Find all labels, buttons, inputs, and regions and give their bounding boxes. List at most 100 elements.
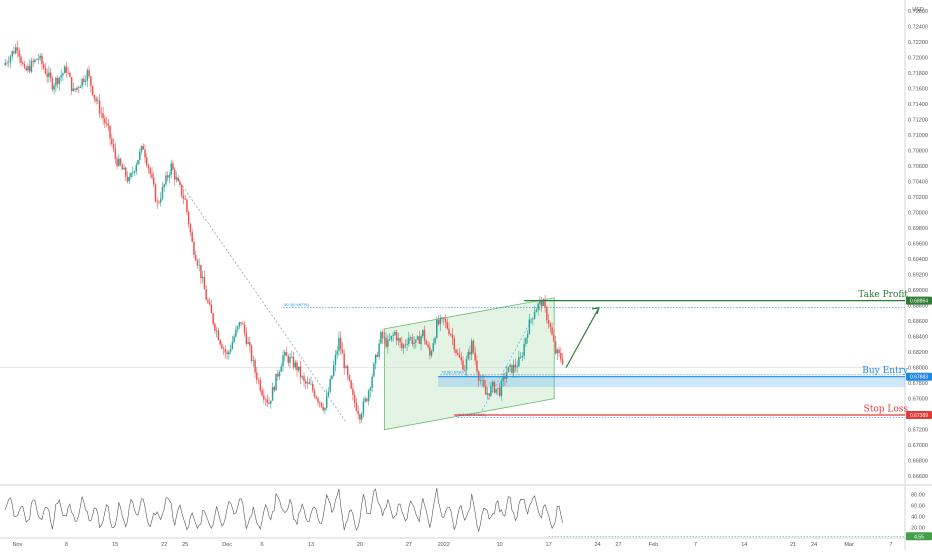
price-tag-bg [906, 296, 932, 305]
candle-body [402, 344, 405, 349]
price-tick-label: 0.69600 [908, 242, 928, 248]
candle-body [310, 383, 312, 385]
candle-body [493, 381, 496, 393]
candle-body [4, 62, 6, 66]
candle-body [292, 356, 295, 368]
price-tick-label: 0.67200 [908, 428, 928, 434]
candle-body [476, 360, 478, 372]
candle-body [250, 346, 253, 361]
candle-body [168, 174, 171, 178]
candle-body [144, 149, 146, 158]
candle-body [523, 343, 525, 356]
candle-body [339, 337, 342, 350]
candle-body [107, 123, 110, 126]
fib-level-label: 78.6(0.67907) [441, 369, 467, 374]
candle-body [126, 176, 129, 182]
candle-body [425, 340, 428, 345]
candle-body [170, 163, 172, 175]
date-tick-label: 25 [182, 542, 188, 548]
candle-body [16, 47, 19, 51]
date-tick-label: 27 [615, 542, 621, 548]
candle-body [90, 76, 92, 86]
candle-body [350, 380, 352, 389]
candle-body [51, 78, 54, 90]
candle-body [189, 224, 192, 233]
candle-body [30, 60, 33, 72]
price-tick-label: 0.70800 [908, 148, 928, 154]
candle-body [346, 366, 349, 376]
candle-body [88, 70, 90, 77]
candle-body [308, 382, 310, 385]
price-tick-label: 0.70400 [908, 179, 928, 185]
candle-body [172, 163, 174, 170]
candle-body [474, 352, 476, 361]
candle-body [554, 341, 557, 354]
candle-body [558, 349, 560, 354]
candle-body [378, 343, 380, 357]
candle-body [226, 352, 228, 355]
candle-body [128, 177, 131, 182]
candle-body [458, 354, 461, 358]
candle-body [7, 62, 10, 63]
candle-body [537, 303, 539, 310]
price-tick-label: 0.69400 [908, 257, 928, 263]
candle-body [355, 402, 358, 411]
candle-body [367, 390, 370, 402]
candle-body [488, 393, 490, 396]
candle-body [446, 322, 449, 329]
price-tick-label: 0.67000 [908, 443, 928, 449]
candle-body [549, 323, 552, 328]
candle-body [41, 55, 43, 65]
candle-body [245, 332, 248, 344]
indicator-tick-label: 40.00 [911, 515, 925, 521]
candle-body [453, 338, 455, 350]
candle-body [203, 276, 206, 290]
candle-body [215, 330, 218, 332]
candle-body [280, 366, 283, 372]
candle-body [472, 340, 475, 353]
date-tick-label: Nov [13, 542, 23, 548]
candle-body [238, 322, 241, 327]
candle-body [224, 349, 227, 353]
candle-body [304, 380, 307, 384]
key-level-label: Stop Loss [864, 405, 909, 415]
candle-body [441, 317, 443, 319]
price-tick-label: 0.71800 [908, 71, 928, 77]
fib-anchor-trendline-up [481, 301, 542, 411]
candle-body [205, 289, 207, 300]
candle-body [519, 357, 522, 358]
projection-arrow-line [565, 307, 600, 368]
candle-body [235, 329, 237, 337]
candle-body [322, 406, 324, 411]
candle-body [119, 158, 122, 165]
candle-body [105, 123, 108, 124]
candle-body [214, 323, 216, 331]
candle-body [509, 364, 511, 367]
candle-body [427, 344, 429, 348]
candle-body [112, 143, 115, 149]
candle-body [296, 362, 298, 371]
candle-body [422, 329, 424, 336]
fib-level-label: 1.618(0.67360) [459, 412, 487, 417]
candle-body [72, 88, 75, 91]
candle-body [388, 339, 391, 341]
candle-body [152, 177, 155, 185]
candle-body [187, 211, 190, 225]
candle-body [62, 73, 64, 76]
candle-body [278, 371, 281, 377]
candle-body [420, 335, 422, 344]
candle-body [507, 366, 510, 373]
candle-body [467, 351, 469, 360]
date-tick-label: 7 [889, 542, 892, 548]
price-tick-label: 0.68600 [908, 319, 928, 325]
price-tag-bg [906, 411, 932, 420]
price-tick-label: 0.67800 [908, 381, 928, 387]
candle-body [23, 64, 26, 68]
candle-body [415, 339, 417, 343]
candle-body [69, 73, 71, 77]
candle-body [151, 173, 153, 178]
candle-body [399, 338, 401, 343]
candle-body [32, 60, 34, 63]
